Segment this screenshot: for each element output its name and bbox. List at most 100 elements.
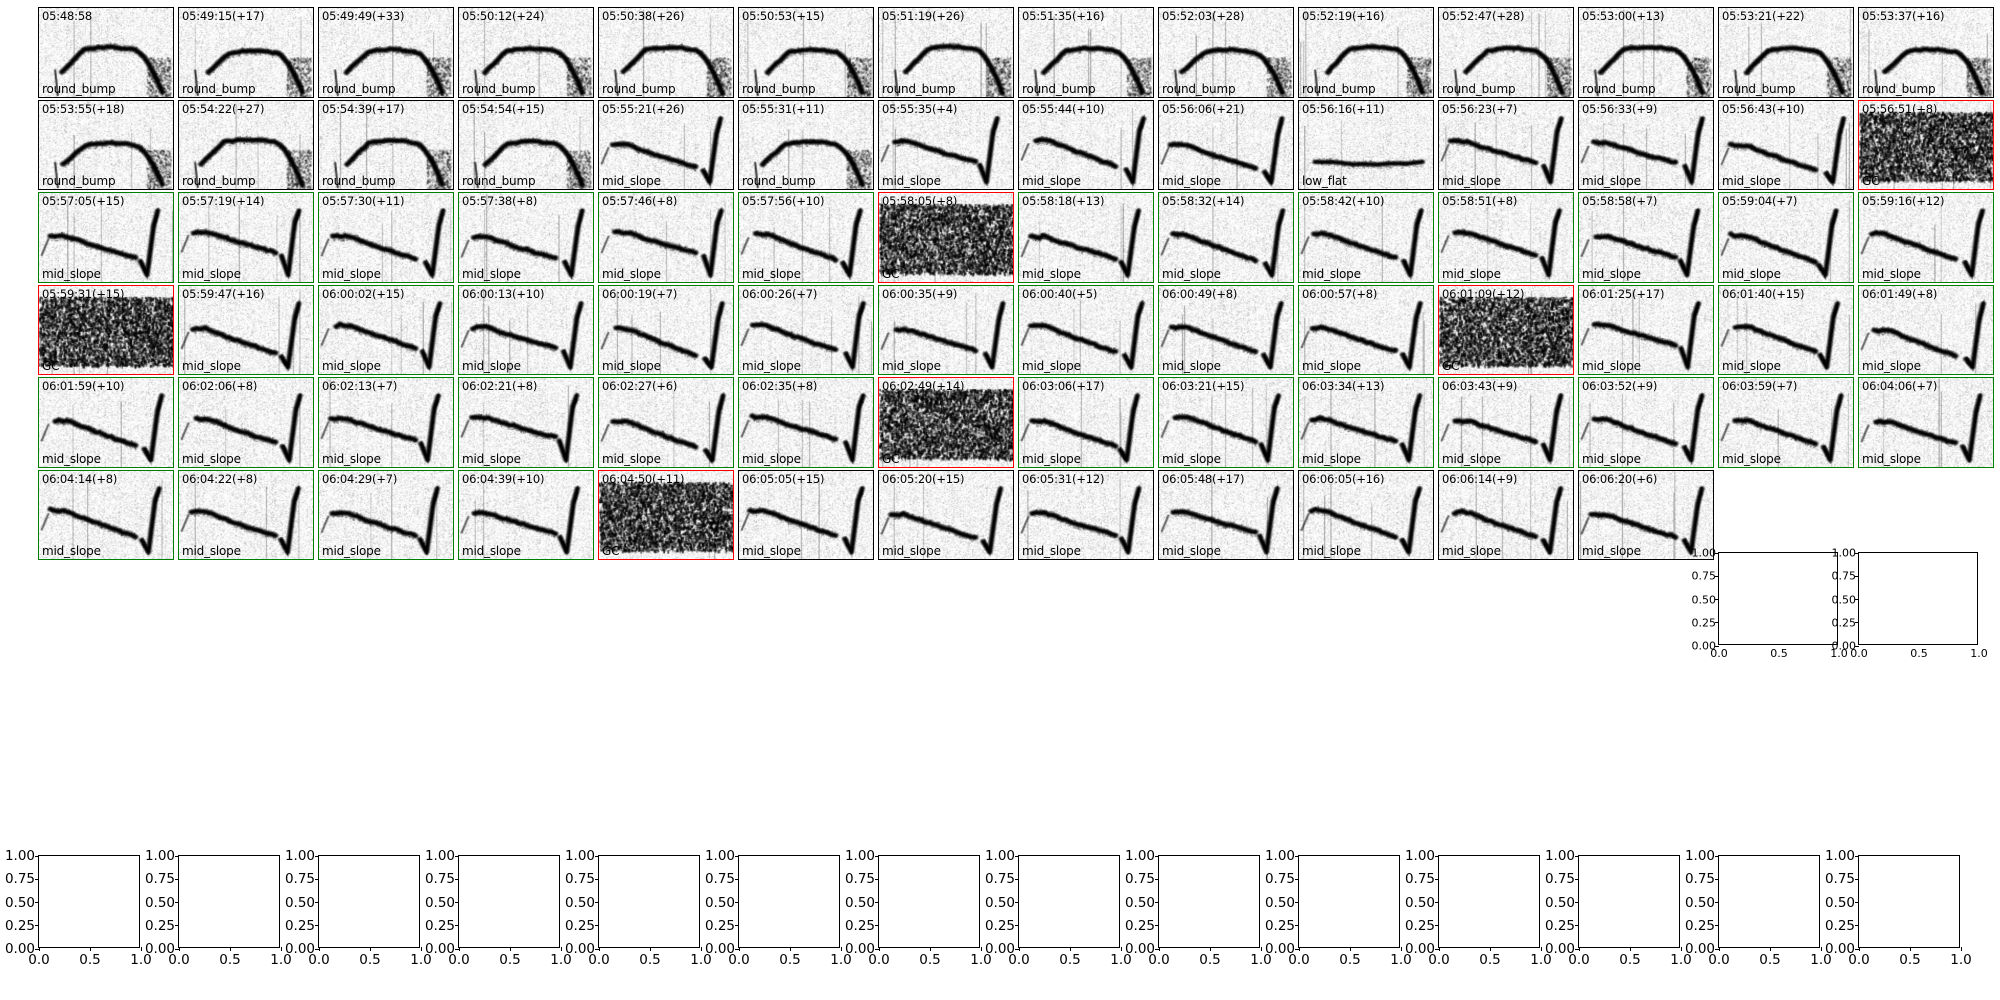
spectrogram-panel[interactable]: 05:49:15(+17) round_bump	[178, 7, 314, 98]
spectrogram-panel[interactable]: 05:55:21(+26) mid_slope	[598, 99, 734, 191]
spectrogram-panel[interactable]: 05:57:46(+8) mid_slope	[598, 192, 734, 283]
spectrogram-panel[interactable]: 06:02:27(+6) mid_slope	[598, 377, 734, 468]
spectrogram-panel[interactable]: 05:58:18(+13) mid_slope	[1018, 192, 1154, 283]
spectrogram-panel[interactable]: 05:56:16(+11) low_flat	[1298, 99, 1434, 191]
y-tick-mark	[175, 878, 179, 880]
x-tick-label: 0.5	[1910, 647, 1928, 660]
spectrogram-panel[interactable]: 05:58:58(+7) mid_slope	[1578, 192, 1714, 283]
spectrogram-panel[interactable]: 05:57:05(+15) mid_slope	[38, 192, 174, 283]
y-tick-mark	[1295, 925, 1299, 927]
panel-class-label: mid_slope	[1722, 451, 1781, 466]
spectrogram-panel[interactable]: 05:55:35(+4) mid_slope	[878, 99, 1014, 191]
spectrogram-panel[interactable]: 06:00:19(+7) mid_slope	[598, 284, 734, 376]
spectrogram-panel[interactable]: 05:53:00(+13) round_bump	[1578, 7, 1714, 98]
spectrogram-panel[interactable]: 05:49:49(+33) round_bump	[318, 7, 454, 98]
spectrogram-panel[interactable]: 06:06:05(+16) mid_slope	[1298, 469, 1434, 561]
spectrogram-panel[interactable]: 05:56:06(+21) mid_slope	[1158, 99, 1294, 191]
spectrogram-panel[interactable]: 05:57:30(+11) mid_slope	[318, 192, 454, 283]
spectrogram-panel[interactable]: 06:01:09(+12) GC	[1438, 284, 1574, 376]
spectrogram-panel[interactable]: 06:00:26(+7) mid_slope	[738, 284, 874, 376]
spectrogram-panel[interactable]: 06:03:34(+13) mid_slope	[1298, 377, 1434, 468]
spectrogram-panel[interactable]: 05:58:32(+14) mid_slope	[1158, 192, 1294, 283]
spectrogram-panel[interactable]: 05:56:51(+8) GC	[1858, 99, 1994, 191]
spectrogram-panel[interactable]: 05:59:04(+7) mid_slope	[1718, 192, 1854, 283]
spectrogram-panel[interactable]: 05:57:38(+8) mid_slope	[458, 192, 594, 283]
spectrogram-panel[interactable]: 05:59:31(+15) GC	[38, 284, 174, 376]
spectrogram-panel[interactable]: 06:05:48(+17) mid_slope	[1158, 469, 1294, 561]
panel-class-label: mid_slope	[1162, 266, 1221, 281]
spectrogram-panel[interactable]: 06:02:21(+8) mid_slope	[458, 377, 594, 468]
spectrogram-panel[interactable]: 05:58:51(+8) mid_slope	[1438, 192, 1574, 283]
spectrogram-panel[interactable]: 06:04:06(+7) mid_slope	[1858, 377, 1994, 468]
spectrogram-panel[interactable]: 06:04:22(+8) mid_slope	[178, 469, 314, 561]
spectrogram-panel[interactable]: 05:56:43(+10) mid_slope	[1718, 99, 1854, 191]
spectrogram-panel[interactable]: 06:00:35(+9) mid_slope	[878, 284, 1014, 376]
y-tick-label: 0.00	[704, 941, 735, 957]
spectrogram-panel[interactable]: 06:01:25(+17) mid_slope	[1578, 284, 1714, 376]
spectrogram-panel[interactable]: 05:55:44(+10) mid_slope	[1018, 99, 1154, 191]
y-tick-label: 0.75	[844, 871, 875, 888]
spectrogram-panel[interactable]: 05:56:33(+9) mid_slope	[1578, 99, 1714, 191]
spectrogram-panel[interactable]: 06:02:13(+7) mid_slope	[318, 377, 454, 468]
spectrogram-panel[interactable]: 06:00:13(+10) mid_slope	[458, 284, 594, 376]
spectrogram-panel[interactable]: 06:03:43(+9) mid_slope	[1438, 377, 1574, 468]
x-tick-mark	[1540, 947, 1542, 951]
spectrogram-panel[interactable]: 06:02:35(+8) mid_slope	[738, 377, 874, 468]
spectrogram-panel[interactable]: 06:03:21(+15) mid_slope	[1158, 377, 1294, 468]
spectrogram-panel[interactable]: 06:04:50(+11) GC	[598, 469, 734, 561]
spectrogram-panel[interactable]: 06:02:49(+14) GC	[878, 377, 1014, 468]
spectrogram-panel[interactable]: 06:01:40(+15) mid_slope	[1718, 284, 1854, 376]
spectrogram-panel[interactable]: 05:59:16(+12) mid_slope	[1858, 192, 1994, 283]
spectrogram-panel[interactable]: 05:53:37(+16) round_bump	[1858, 7, 1994, 98]
panel-class-label: round_bump	[1582, 81, 1656, 96]
spectrogram-panel[interactable]: 05:54:54(+15) round_bump	[458, 99, 594, 191]
y-tick-label: 0.25	[424, 917, 455, 934]
spectrogram-panel[interactable]: 05:51:19(+26) round_bump	[878, 7, 1014, 98]
spectrogram-panel[interactable]: 06:00:49(+8) mid_slope	[1158, 284, 1294, 376]
spectrogram-panel[interactable]: 05:52:47(+28) round_bump	[1438, 7, 1574, 98]
spectrogram-panel[interactable]: 06:04:29(+7) mid_slope	[318, 469, 454, 561]
spectrogram-panel[interactable]: 05:57:56(+10) mid_slope	[738, 192, 874, 283]
spectrogram-panel[interactable]: 05:54:39(+17) round_bump	[318, 99, 454, 191]
panel-class-label: round_bump	[1302, 81, 1376, 96]
spectrogram-panel[interactable]: 06:01:49(+8) mid_slope	[1858, 284, 1994, 376]
spectrogram-panel[interactable]: 05:58:05(+8) GC	[878, 192, 1014, 283]
x-tick-label: 0.5	[219, 952, 241, 968]
spectrogram-panel[interactable]: 05:52:19(+16) round_bump	[1298, 7, 1434, 98]
spectrogram-panel[interactable]: 06:03:59(+7) mid_slope	[1718, 377, 1854, 468]
spectrogram-panel[interactable]: 05:55:31(+11) round_bump	[738, 99, 874, 191]
spectrogram-panel[interactable]: 05:53:21(+22) round_bump	[1718, 7, 1854, 98]
empty-axes: 0.00 0.25 0.50 0.75 1.00 0.0 0.5 1.0	[1405, 848, 1552, 968]
spectrogram-panel[interactable]: 06:00:57(+8) mid_slope	[1298, 284, 1434, 376]
spectrogram-panel[interactable]: 06:05:31(+12) mid_slope	[1018, 469, 1154, 561]
spectrogram-panel[interactable]: 05:57:19(+14) mid_slope	[178, 192, 314, 283]
spectrogram-panel[interactable]: 06:05:20(+15) mid_slope	[878, 469, 1014, 561]
spectrogram-panel[interactable]: 05:51:35(+16) round_bump	[1018, 7, 1154, 98]
spectrogram-panel[interactable]: 06:02:06(+8) mid_slope	[178, 377, 314, 468]
spectrogram-panel[interactable]: 05:52:03(+28) round_bump	[1158, 7, 1294, 98]
spectrogram-panel[interactable]: 05:54:22(+27) round_bump	[178, 99, 314, 191]
spectrogram-panel[interactable]: 06:04:14(+8) mid_slope	[38, 469, 174, 561]
spectrogram-panel[interactable]: 05:59:47(+16) mid_slope	[178, 284, 314, 376]
spectrogram-panel[interactable]: 06:05:05(+15) mid_slope	[738, 469, 874, 561]
spectrogram-image	[599, 285, 733, 375]
spectrogram-panel[interactable]: 06:06:20(+6) mid_slope	[1578, 469, 1714, 561]
y-tick-mark	[1295, 902, 1299, 904]
spectrogram-panel[interactable]: 05:56:23(+7) mid_slope	[1438, 99, 1574, 191]
spectrogram-image	[1859, 100, 1993, 190]
spectrogram-panel[interactable]: 06:06:14(+9) mid_slope	[1438, 469, 1574, 561]
spectrogram-panel[interactable]: 05:50:53(+15) round_bump	[738, 7, 874, 98]
spectrogram-panel[interactable]: 05:58:42(+10) mid_slope	[1298, 192, 1434, 283]
spectrogram-panel[interactable]: 05:48:58 round_bump	[38, 7, 174, 98]
spectrogram-panel[interactable]: 06:00:40(+5) mid_slope	[1018, 284, 1154, 376]
spectrogram-panel[interactable]: 06:03:06(+17) mid_slope	[1018, 377, 1154, 468]
spectrogram-panel[interactable]: 05:50:12(+24) round_bump	[458, 7, 594, 98]
spectrogram-panel[interactable]: 05:53:55(+18) round_bump	[38, 99, 174, 191]
spectrogram-panel[interactable]: 05:50:38(+26) round_bump	[598, 7, 734, 98]
spectrogram-panel[interactable]: 06:00:02(+15) mid_slope	[318, 284, 454, 376]
spectrogram-panel[interactable]	[1718, 469, 1854, 561]
spectrogram-panel[interactable]	[1858, 469, 1994, 561]
spectrogram-panel[interactable]: 06:03:52(+9) mid_slope	[1578, 377, 1714, 468]
spectrogram-panel[interactable]: 06:04:39(+10) mid_slope	[458, 469, 594, 561]
spectrogram-panel[interactable]: 06:01:59(+10) mid_slope	[38, 377, 174, 468]
